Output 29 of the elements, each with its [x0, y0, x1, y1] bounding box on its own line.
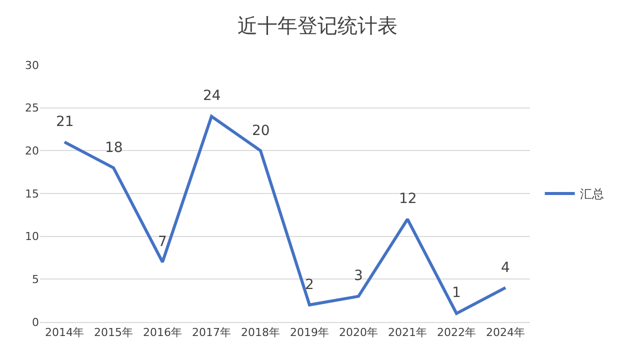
y-tick-label: 25: [25, 102, 39, 115]
x-tick-label: 2015年: [94, 326, 133, 340]
data-label: 12: [399, 191, 417, 207]
data-label: 24: [203, 88, 221, 104]
x-tick-label: 2024年: [486, 326, 525, 340]
data-label: 4: [501, 260, 510, 276]
x-tick-label: 2020年: [339, 326, 378, 340]
chart-title: 近十年登记统计表: [238, 13, 398, 38]
y-tick-label: 20: [25, 144, 39, 158]
data-label: 20: [252, 123, 270, 139]
legend-label: 汇总: [580, 187, 604, 202]
data-label: 2: [305, 277, 314, 293]
y-tick-label: 10: [25, 230, 39, 244]
data-label: 1: [452, 285, 461, 301]
x-tick-label: 2022年: [437, 326, 476, 340]
data-label: 21: [56, 114, 74, 130]
y-tick-label: 30: [25, 58, 39, 72]
y-tick-label: 15: [25, 187, 39, 200]
x-tick-label: 2017年: [192, 326, 231, 340]
y-tick-label: 0: [32, 316, 39, 329]
x-tick-label: 2014年: [45, 326, 84, 340]
data-label: 18: [105, 140, 123, 156]
data-label: 3: [354, 268, 363, 284]
x-tick-label: 2021年: [388, 326, 427, 340]
data-label: 7: [158, 234, 167, 250]
x-tick-label: 2016年: [143, 326, 182, 340]
x-tick-label: 2019年: [290, 326, 329, 340]
x-tick-label: 2018年: [241, 326, 280, 340]
y-tick-label: 5: [32, 273, 39, 286]
